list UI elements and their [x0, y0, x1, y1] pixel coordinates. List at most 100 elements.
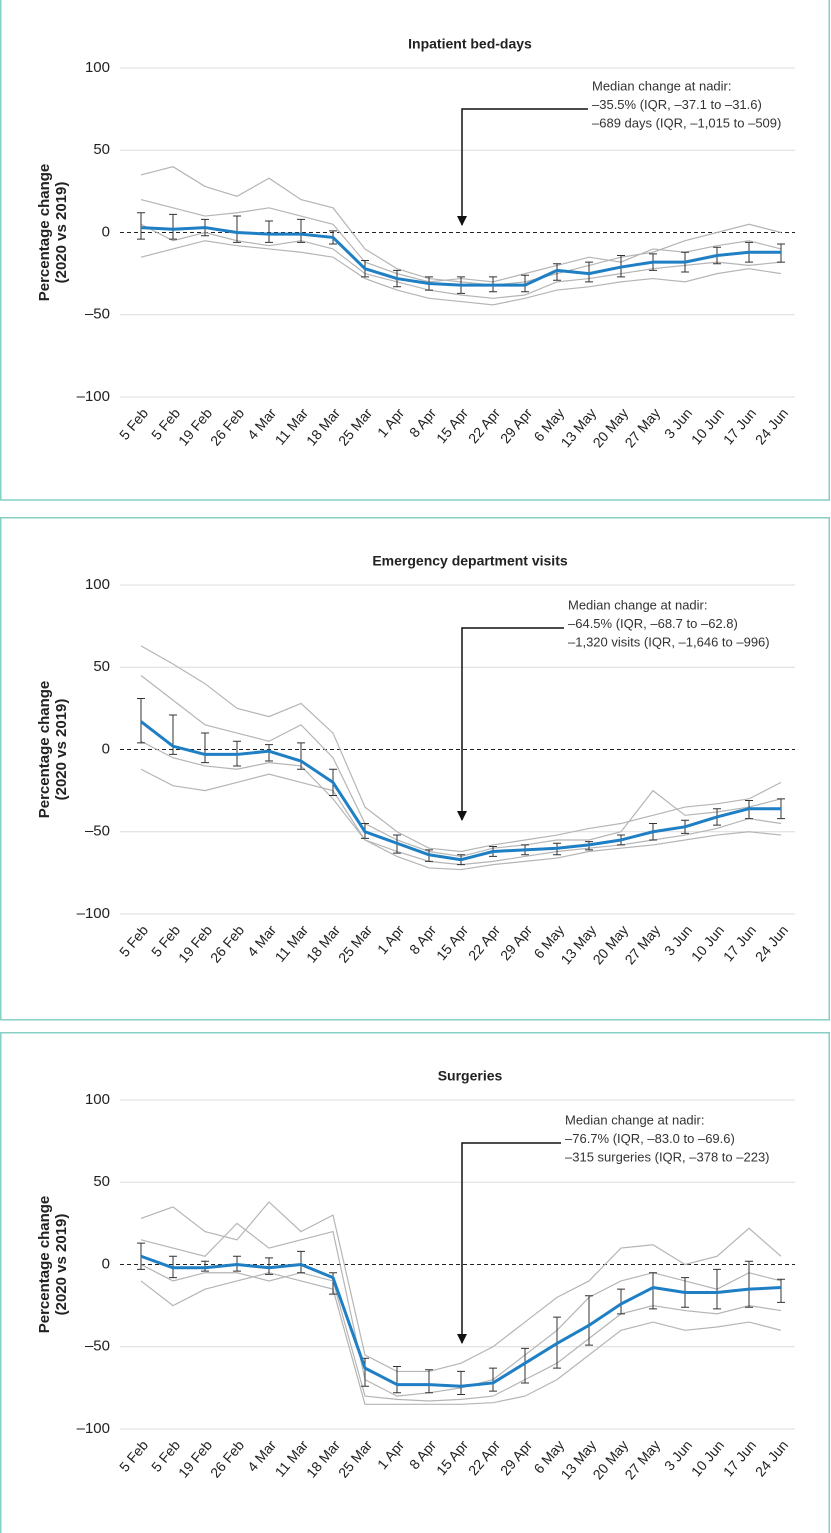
y-tick-label: 0	[102, 740, 110, 757]
error-bar	[457, 1370, 465, 1395]
panel: Surgeries Percentage change (2020 vs 2019)…	[0, 1032, 830, 1533]
y-tick-label: 100	[85, 1091, 110, 1108]
hospital-line	[140, 223, 782, 299]
x-tick-label: 19 Feb	[175, 405, 215, 449]
y-tick-label: 50	[93, 1173, 110, 1190]
x-tick-label: 27 May	[621, 405, 663, 450]
annotation: –76.7% (IQR, –83.0 to –69.6)	[565, 1131, 735, 1146]
x-tick-label: 18 Mar	[303, 405, 343, 449]
error-bar	[201, 732, 209, 764]
x-tick-label: 5 Feb	[116, 405, 151, 443]
error-bar	[297, 1250, 305, 1274]
x-tick-label: 22 Apr	[465, 1437, 503, 1479]
x-tick-label: 1 Apr	[374, 922, 407, 958]
x-tick-label: 19 Feb	[175, 922, 215, 966]
y-tick-label: –50	[85, 823, 110, 840]
y-tick-label: –100	[77, 1420, 110, 1437]
x-tick-label: 10 Jun	[688, 922, 727, 964]
annotation: –64.5% (IQR, –68.7 to –62.8)	[568, 616, 738, 631]
x-tick-label: 24 Jun	[752, 1437, 791, 1479]
hospital-line	[140, 1201, 782, 1373]
error-bar	[169, 213, 177, 240]
x-tick-label: 29 Apr	[497, 1437, 535, 1479]
chart-title: Surgeries	[438, 1068, 503, 1084]
y-tick-label: 0	[102, 223, 110, 240]
y-axis-label: (2020 vs 2019)	[53, 699, 70, 801]
x-tick-label: 25 Mar	[335, 405, 375, 449]
error-bar	[297, 218, 305, 243]
annotation-arrow	[457, 1142, 561, 1344]
x-tick-label: 24 Jun	[752, 922, 791, 964]
x-tick-label: 15 Apr	[433, 1437, 471, 1479]
error-bar	[201, 1260, 209, 1272]
error-bar	[233, 215, 241, 243]
y-tick-label: –50	[85, 1338, 110, 1355]
y-axis-label: Percentage change	[36, 1196, 53, 1334]
hospital-line	[140, 1272, 782, 1405]
y-axis-label: Percentage change	[36, 164, 53, 302]
error-bar	[265, 744, 273, 762]
error-bar	[169, 714, 177, 755]
chart-title: Emergency department visits	[372, 553, 568, 569]
error-bar	[137, 212, 145, 240]
median-line	[140, 720, 781, 862]
chart-title: Inpatient bed-days	[408, 36, 532, 52]
x-tick-label: 26 Feb	[207, 1437, 247, 1481]
x-tick-label: 10 Jun	[688, 405, 727, 447]
hospital-line	[140, 1222, 782, 1397]
median-line	[140, 226, 781, 287]
error-bar	[777, 1278, 785, 1303]
panel-frame	[0, 0, 830, 501]
annotation: –1,320 visits (IQR, –1,646 to –996)	[568, 634, 770, 649]
y-tick-label: –100	[77, 905, 110, 922]
x-tick-label: 29 Apr	[497, 405, 535, 447]
error-bar	[489, 1367, 497, 1392]
y-tick-label: –100	[77, 388, 110, 405]
annotation: –689 days (IQR, –1,015 to –509)	[592, 115, 781, 130]
x-tick-label: 10 Jun	[688, 1437, 727, 1479]
y-axis-label: (2020 vs 2019)	[53, 1214, 70, 1316]
error-bar	[425, 1369, 433, 1394]
hospital-line	[140, 645, 782, 853]
error-bar	[297, 742, 305, 770]
x-tick-label: 5 Feb	[116, 1437, 151, 1475]
annotation: –35.5% (IQR, –37.1 to –31.6)	[592, 97, 762, 112]
y-tick-label: 100	[85, 59, 110, 76]
error-bar	[585, 261, 593, 283]
panel: Inpatient bed-days Percentage change (2020…	[0, 0, 830, 501]
x-tick-label: 17 Jun	[720, 922, 759, 964]
panel-frame	[0, 1032, 830, 1533]
x-tick-label: 17 Jun	[720, 1437, 759, 1479]
error-bar	[713, 1268, 721, 1310]
x-tick-label: 15 Apr	[433, 405, 471, 447]
hospital-line	[140, 1263, 782, 1402]
hospital-line	[140, 768, 782, 871]
error-bar	[137, 698, 145, 744]
error-bar	[521, 1347, 529, 1384]
y-tick-label: –50	[85, 306, 110, 323]
x-tick-label: 17 Jun	[720, 405, 759, 447]
y-tick-label: 0	[102, 1255, 110, 1272]
y-axis-label: (2020 vs 2019)	[53, 182, 70, 284]
error-bar	[585, 1295, 593, 1346]
median-line	[140, 1254, 782, 1388]
x-tick-label: 26 Feb	[207, 405, 247, 449]
annotation-arrow	[457, 108, 588, 226]
error-bar	[265, 220, 273, 243]
annotation-arrow	[457, 627, 564, 821]
x-tick-label: 1 Apr	[374, 405, 407, 441]
x-tick-label: 29 Apr	[497, 922, 535, 964]
panel-frame	[0, 517, 830, 1021]
y-axis-label: Percentage change	[36, 681, 53, 819]
x-tick-label: 18 Mar	[303, 1437, 343, 1481]
annotation: Median change at nadir:	[592, 78, 731, 93]
x-tick-label: 27 May	[621, 1437, 663, 1482]
x-tick-label: 18 Mar	[303, 922, 343, 966]
annotation: Median change at nadir:	[565, 1112, 704, 1127]
x-tick-label: 24 Jun	[752, 405, 791, 447]
x-tick-label: 15 Apr	[433, 922, 471, 964]
error-bar	[393, 1365, 401, 1394]
y-tick-label: 50	[93, 141, 110, 158]
x-tick-label: 27 May	[621, 922, 663, 967]
